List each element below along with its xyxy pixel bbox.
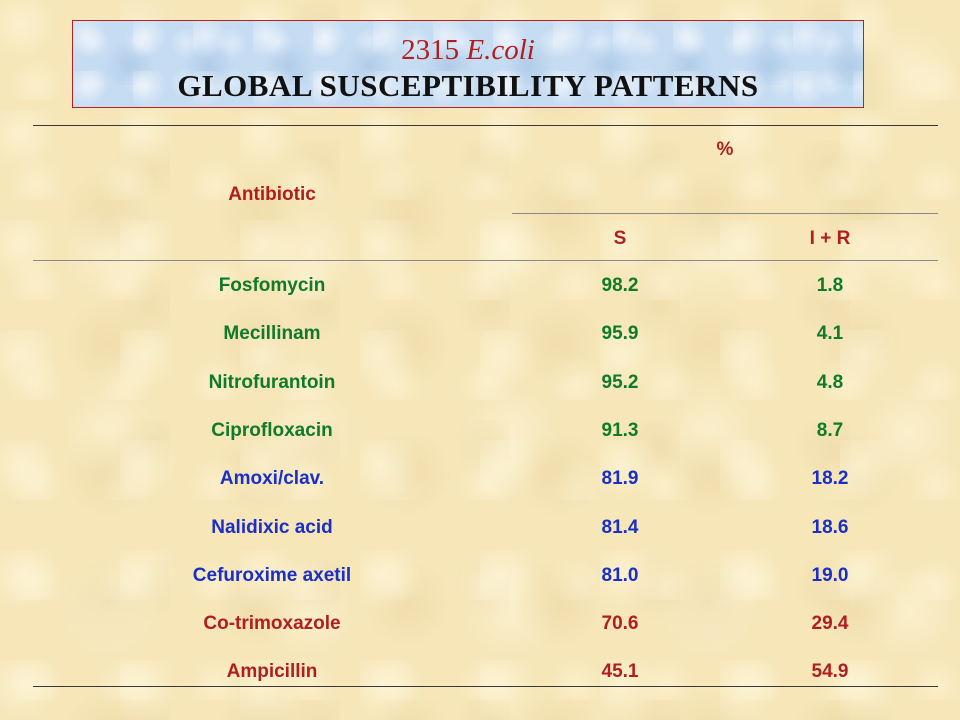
title-box: 2315 E.coli GLOBAL SUSCEPTIBILITY PATTER… — [72, 20, 864, 108]
susceptible-percent: 45.1 — [601, 661, 639, 682]
antibiotic-name: Ampicillin — [226, 661, 318, 682]
title-count: 2315 — [401, 34, 460, 66]
susceptible-percent: 91.3 — [601, 420, 639, 441]
intermediate-resistant-percent: 29.4 — [811, 613, 849, 634]
antibiotic-name: Nitrofurantoin — [208, 372, 336, 393]
table-top-rule — [33, 125, 938, 126]
intermediate-resistant-percent: 19.0 — [811, 565, 849, 586]
susceptible-percent: 95.9 — [601, 323, 639, 344]
header-bottom-rule — [33, 260, 938, 261]
intermediate-resistant-percent: 8.7 — [816, 420, 844, 441]
header-antibiotic: Antibiotic — [228, 184, 316, 205]
susceptible-percent: 81.4 — [601, 517, 639, 538]
antibiotic-name: Mecillinam — [223, 323, 321, 344]
susceptible-percent: 95.2 — [601, 372, 639, 393]
antibiotic-name: Ciprofloxacin — [211, 420, 333, 441]
susceptible-percent: 81.9 — [601, 468, 639, 489]
title-line: 2315 E.coli — [73, 34, 863, 66]
susceptible-percent: 81.0 — [601, 565, 639, 586]
intermediate-resistant-percent: 18.2 — [811, 468, 849, 489]
table-bottom-rule — [33, 686, 938, 687]
susceptible-percent: 98.2 — [601, 275, 639, 296]
intermediate-resistant-percent: 4.8 — [816, 372, 844, 393]
antibiotic-name: Amoxi/clav. — [219, 468, 325, 489]
header-s: S — [613, 228, 627, 249]
susceptible-percent: 70.6 — [601, 613, 639, 634]
title-organism: E.coli — [466, 34, 535, 66]
antibiotic-name: Fosfomycin — [218, 275, 326, 296]
intermediate-resistant-percent: 4.1 — [816, 323, 844, 344]
intermediate-resistant-percent: 54.9 — [811, 661, 849, 682]
antibiotic-name: Cefuroxime axetil — [192, 565, 352, 586]
title-subtitle: GLOBAL SUSCEPTIBILITY PATTERNS — [177, 68, 759, 103]
intermediate-resistant-percent: 1.8 — [816, 275, 844, 296]
antibiotic-name: Nalidixic acid — [211, 517, 333, 538]
antibiotic-name: Co-trimoxazole — [203, 613, 341, 634]
intermediate-resistant-percent: 18.6 — [811, 517, 849, 538]
header-sub-rule — [512, 213, 938, 214]
header-percent: % — [716, 139, 734, 160]
header-ir: I + R — [809, 228, 851, 249]
